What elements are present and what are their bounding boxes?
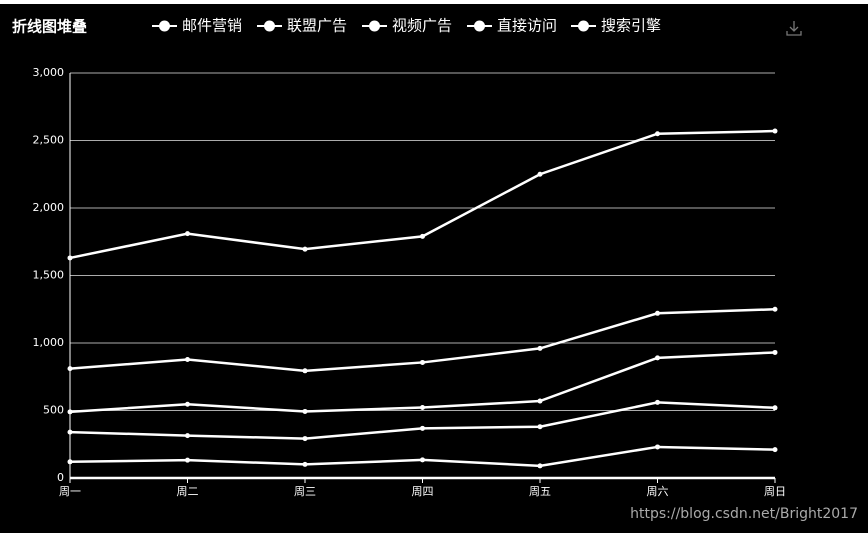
top-border: [0, 0, 868, 4]
legend-item[interactable]: 联盟广告: [257, 17, 347, 35]
data-point: [185, 401, 190, 407]
legend-icon: [578, 20, 589, 32]
download-icon[interactable]: [786, 21, 802, 36]
x-tick-label: 周日: [764, 485, 786, 498]
data-point: [655, 310, 660, 316]
y-tick-label: 1,500: [33, 269, 65, 282]
data-point: [302, 246, 308, 252]
data-point: [537, 463, 543, 469]
data-point: [185, 356, 190, 362]
data-point: [537, 345, 543, 351]
x-tick-label: 周三: [294, 485, 316, 498]
data-point: [537, 171, 543, 177]
data-point: [772, 405, 778, 411]
data-point: [772, 349, 778, 355]
series-line: [69, 129, 776, 260]
data-point: [420, 457, 425, 463]
legend-label: 直接访问: [497, 17, 557, 35]
data-point: [302, 436, 308, 442]
x-tick-label: 周一: [59, 485, 81, 498]
data-point: [420, 405, 425, 411]
data-point: [185, 433, 190, 439]
data-point: [185, 231, 190, 237]
legend-label: 联盟广告: [287, 17, 347, 35]
x-tick-label: 周二: [177, 485, 199, 498]
x-tick-label: 周四: [412, 485, 434, 498]
y-tick-label: 1,000: [33, 336, 65, 349]
data-point: [420, 359, 425, 365]
series-line: [69, 445, 776, 468]
data-point: [772, 306, 778, 312]
data-point: [67, 459, 73, 465]
data-point: [537, 424, 543, 430]
legend-item[interactable]: 搜索引擎: [571, 17, 661, 35]
legend-label: 邮件营销: [182, 17, 242, 35]
data-point: [420, 425, 425, 431]
x-tick-label: 周六: [647, 485, 669, 498]
watermark: https://blog.csdn.net/Bright2017: [630, 506, 858, 522]
data-point: [537, 398, 543, 404]
legend-item[interactable]: 直接访问: [467, 17, 557, 35]
data-point: [655, 355, 660, 361]
legend-item[interactable]: 视频广告: [362, 17, 452, 35]
data-point: [185, 457, 190, 463]
legend-icon: [264, 20, 275, 32]
data-point: [302, 461, 308, 467]
legend-icon: [159, 20, 170, 32]
legend-label: 搜索引擎: [601, 17, 661, 35]
data-point: [67, 409, 73, 415]
data-point: [67, 255, 73, 261]
y-tick-label: 500: [43, 404, 64, 417]
data-point: [67, 429, 73, 435]
y-tick-label: 2,000: [33, 201, 65, 214]
y-tick-label: 3,000: [33, 66, 65, 79]
legend-icon: [369, 20, 380, 32]
data-point: [655, 131, 660, 137]
legend-item[interactable]: 邮件营销: [152, 17, 242, 35]
chart-title: 折线图堆叠: [12, 18, 87, 36]
y-tick-label: 2,500: [33, 134, 65, 147]
legend-label: 视频广告: [392, 17, 452, 35]
data-point: [67, 366, 73, 372]
legend-icon: [474, 20, 485, 32]
data-point: [772, 447, 778, 453]
data-point: [420, 233, 425, 239]
data-point: [302, 408, 308, 414]
data-point: [772, 128, 778, 134]
data-point: [302, 368, 308, 374]
y-tick-label: 0: [57, 471, 64, 484]
data-point: [655, 444, 660, 450]
x-tick-label: 周五: [529, 485, 551, 498]
data-point: [655, 399, 660, 405]
